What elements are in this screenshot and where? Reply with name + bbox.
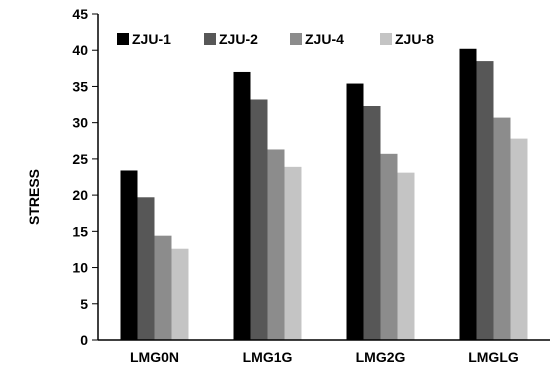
y-tick-label: 20 xyxy=(72,187,88,203)
bar-zju-8-lmg1g xyxy=(284,166,302,340)
y-tick-label: 15 xyxy=(72,223,88,239)
y-tick-label: 5 xyxy=(80,296,88,312)
y-axis-ticks: 0 5 10 15 20 25 30 35 40 45 xyxy=(72,6,98,348)
axes xyxy=(97,14,550,341)
legend-label: ZJU-2 xyxy=(219,31,258,47)
x-category-label: LMG1G xyxy=(243,349,293,365)
bar-zju-4-lmg2g xyxy=(380,153,398,340)
y-tick-label: 30 xyxy=(72,115,88,131)
bar-zju-1-lmg2g xyxy=(346,83,364,341)
y-tick-label: 45 xyxy=(72,6,88,22)
bar-zju-1-lmglg xyxy=(459,48,477,340)
y-tick-label: 0 xyxy=(80,332,88,348)
x-category-label: LMG2G xyxy=(356,349,406,365)
y-tick-label: 25 xyxy=(72,151,88,167)
bars xyxy=(120,48,528,341)
bar-zju-8-lmg0n xyxy=(171,248,189,340)
legend: ZJU-1 ZJU-2 ZJU-4 ZJU-8 xyxy=(117,31,434,47)
legend-label: ZJU-4 xyxy=(305,31,344,47)
y-tick-label: 35 xyxy=(72,78,88,94)
bar-zju-1-lmg1g xyxy=(233,71,251,340)
bar-zju-2-lmg1g xyxy=(250,99,268,341)
legend-swatch-zju-4 xyxy=(290,33,302,45)
bar-zju-4-lmg1g xyxy=(267,149,285,340)
y-tick-label: 10 xyxy=(72,260,88,276)
bar-zju-4-lmglg xyxy=(493,117,511,341)
x-axis-labels: LMG0N LMG1G LMG2G LMGLG xyxy=(130,349,519,365)
bar-zju-2-lmglg xyxy=(476,61,494,340)
legend-label: ZJU-8 xyxy=(395,31,434,47)
bar-zju-4-lmg0n xyxy=(154,235,172,340)
y-axis-title: STRESS xyxy=(26,169,42,225)
bar-zju-2-lmg0n xyxy=(137,197,155,340)
legend-swatch-zju-2 xyxy=(204,33,216,45)
bar-zju-2-lmg2g xyxy=(363,106,381,340)
bar-zju-1-lmg0n xyxy=(120,170,138,340)
bar-zju-8-lmglg xyxy=(510,138,528,340)
legend-swatch-zju-8 xyxy=(380,33,392,45)
y-tick-label: 40 xyxy=(72,42,88,58)
bar-zju-8-lmg2g xyxy=(397,172,415,340)
legend-label: ZJU-1 xyxy=(132,31,171,47)
legend-swatch-zju-1 xyxy=(117,33,129,45)
x-category-label: LMG0N xyxy=(130,349,179,365)
x-category-label: LMGLG xyxy=(468,349,519,365)
